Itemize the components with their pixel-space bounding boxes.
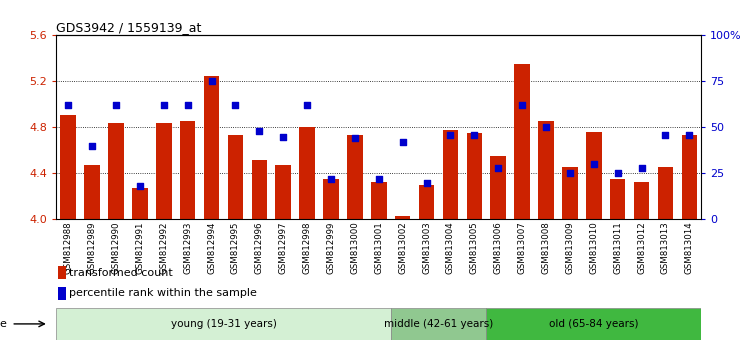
Text: GSM812997: GSM812997 [279, 222, 288, 274]
Bar [391, 308, 486, 340]
Text: GSM812993: GSM812993 [183, 222, 192, 274]
Bar [562, 166, 578, 219]
Point [86, 143, 98, 149]
Bar [132, 188, 148, 219]
Point [468, 132, 480, 138]
Bar [156, 123, 172, 219]
Text: age: age [0, 319, 8, 329]
Bar [204, 76, 219, 219]
Point [206, 79, 218, 84]
Text: GSM812999: GSM812999 [326, 222, 335, 274]
Bar [251, 160, 267, 219]
Text: GDS3942 / 1559139_at: GDS3942 / 1559139_at [56, 21, 202, 34]
Point [373, 176, 385, 182]
Text: GSM813002: GSM813002 [398, 222, 407, 274]
Text: GSM813011: GSM813011 [614, 222, 622, 274]
Bar [61, 115, 76, 219]
Point [445, 132, 457, 138]
Text: GSM813003: GSM813003 [422, 222, 431, 274]
Point [540, 125, 552, 130]
Text: GSM812990: GSM812990 [112, 222, 121, 274]
Text: GSM813001: GSM813001 [374, 222, 383, 274]
Bar [514, 64, 529, 219]
Bar [466, 133, 482, 219]
Bar [58, 266, 66, 279]
Text: GSM812994: GSM812994 [207, 222, 216, 274]
Text: GSM812998: GSM812998 [302, 222, 311, 274]
Bar [658, 166, 674, 219]
Text: old (65-84 years): old (65-84 years) [549, 319, 638, 329]
Point [421, 180, 433, 185]
Bar [347, 136, 363, 219]
Bar [586, 132, 602, 219]
Text: GSM813009: GSM813009 [566, 222, 574, 274]
Point [301, 103, 313, 108]
Text: GSM812989: GSM812989 [88, 222, 97, 274]
Text: GSM812995: GSM812995 [231, 222, 240, 274]
Bar [323, 179, 339, 219]
Bar [442, 130, 458, 219]
Text: GSM813004: GSM813004 [446, 222, 455, 274]
Point [516, 103, 528, 108]
Bar [108, 123, 124, 219]
Bar [419, 185, 434, 219]
Point [635, 165, 647, 171]
Text: GSM813000: GSM813000 [350, 222, 359, 274]
Bar [58, 287, 66, 300]
Point [659, 132, 671, 138]
Point [612, 171, 624, 176]
Text: GSM812991: GSM812991 [135, 222, 144, 274]
Point [158, 103, 170, 108]
Text: GSM813006: GSM813006 [494, 222, 502, 274]
Text: GSM812992: GSM812992 [159, 222, 168, 274]
Point [588, 161, 600, 167]
Point [397, 139, 409, 145]
Bar [490, 156, 506, 219]
Text: GSM813005: GSM813005 [470, 222, 478, 274]
Text: percentile rank within the sample: percentile rank within the sample [69, 289, 257, 298]
Text: young (19-31 years): young (19-31 years) [170, 319, 277, 329]
Point [182, 103, 194, 108]
Point [134, 183, 146, 189]
Point [278, 134, 290, 139]
Bar [395, 216, 410, 219]
Point [564, 171, 576, 176]
Text: GSM813007: GSM813007 [518, 222, 526, 274]
Point [62, 103, 74, 108]
Bar [299, 127, 315, 219]
Text: GSM813008: GSM813008 [542, 222, 550, 274]
Bar [180, 120, 196, 219]
Text: GSM813014: GSM813014 [685, 222, 694, 274]
Text: transformed count: transformed count [69, 268, 173, 278]
Text: GSM813013: GSM813013 [661, 222, 670, 274]
Point [683, 132, 695, 138]
Text: GSM813010: GSM813010 [590, 222, 598, 274]
Bar [228, 136, 243, 219]
Point [110, 103, 122, 108]
Point [230, 103, 242, 108]
Text: GSM813012: GSM813012 [637, 222, 646, 274]
Point [349, 136, 361, 141]
Bar [610, 179, 626, 219]
Bar [634, 182, 650, 219]
Bar [275, 165, 291, 219]
Bar [682, 136, 697, 219]
Text: GSM812996: GSM812996 [255, 222, 264, 274]
Point [325, 176, 337, 182]
Bar [371, 182, 386, 219]
Point [492, 165, 504, 171]
Bar [56, 308, 391, 340]
Point [254, 128, 266, 134]
Bar [538, 120, 554, 219]
Text: middle (42-61 years): middle (42-61 years) [384, 319, 493, 329]
Bar [486, 308, 701, 340]
Bar [84, 165, 100, 219]
Text: GSM812988: GSM812988 [64, 222, 73, 274]
